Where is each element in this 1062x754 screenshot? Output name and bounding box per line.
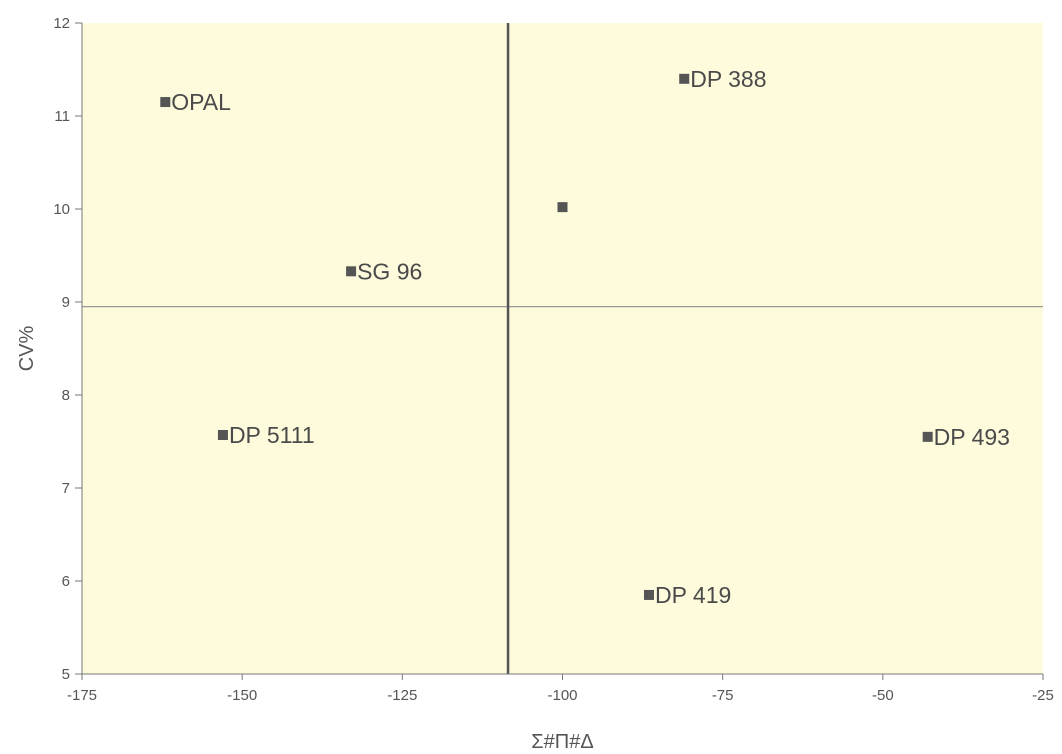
x-axis-title: Σ#Π#Δ [531,731,593,753]
plot-area [82,23,1043,674]
y-tick-label: 10 [53,201,70,218]
data-point [160,97,171,108]
data-point-label: OPAL [171,89,231,115]
data-point-label: DP 493 [934,424,1010,450]
data-point [557,202,568,213]
x-tick-label: -75 [712,687,734,704]
x-tick-label: -50 [872,687,894,704]
data-point [643,589,654,600]
data-point-label: SG 96 [357,258,422,284]
data-point-label: DP 5111 [229,422,315,448]
data-point [922,431,933,442]
y-tick-label: 5 [62,666,70,683]
y-axis-title: CV% [16,326,38,372]
data-point-label: DP 388 [690,66,766,92]
data-point [217,429,228,440]
x-tick-label: -175 [67,687,97,704]
y-tick-label: 12 [53,15,70,32]
x-tick-label: -150 [227,687,257,704]
y-tick-label: 11 [54,108,70,125]
y-tick-label: 6 [62,573,70,590]
x-tick-label: -25 [1032,687,1054,704]
data-point [679,73,690,84]
y-tick-label: 8 [62,387,70,404]
x-tick-label: -100 [547,687,577,704]
y-tick-label: 9 [62,294,70,311]
x-tick-label: -125 [387,687,417,704]
y-tick-label: 7 [62,480,70,497]
data-point [346,266,357,277]
data-point-label: DP 419 [655,582,731,608]
